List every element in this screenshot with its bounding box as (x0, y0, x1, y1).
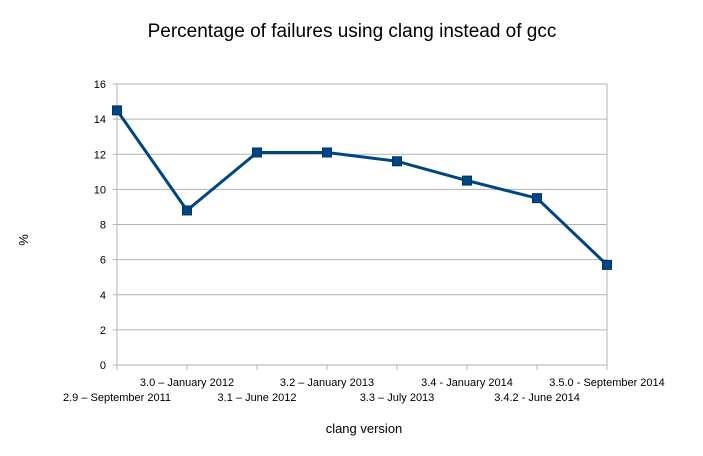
x-tick-labels: 2.9 – September 2011 3.0 – January 2012 3.… (63, 377, 665, 404)
y-tick-label: 4 (100, 290, 106, 302)
x-tick-label: 3.4.2 - June 2014 (494, 392, 580, 404)
data-point-marker (532, 193, 542, 204)
x-tick-label: 3.1 – June 2012 (218, 392, 297, 404)
x-tick-label: 3.5.0 - September 2014 (549, 377, 665, 389)
grid-lines (117, 83, 607, 366)
data-point-marker (252, 147, 262, 158)
data-point-marker (602, 259, 612, 270)
chart-title: Percentage of failures using clang inste… (148, 21, 557, 42)
y-tick-labels: 0 2 4 6 8 10 12 14 16 (94, 79, 106, 372)
x-axis-label: clang version (326, 421, 403, 436)
axes (113, 83, 608, 370)
series-line (115, 109, 609, 266)
data-point-marker (182, 205, 192, 216)
data-point-marker (392, 156, 402, 167)
data-point-marker (462, 175, 472, 186)
y-tick-label: 8 (100, 220, 106, 232)
y-tick-label: 0 (100, 360, 106, 372)
x-tick-label: 2.9 – September 2011 (63, 392, 171, 404)
y-tick-label: 16 (94, 79, 106, 91)
data-series (112, 105, 612, 270)
x-tick-label: 3.4 - January 2014 (421, 377, 513, 389)
data-point-marker (112, 105, 122, 116)
x-tick-label: 3.3 – July 2013 (360, 392, 435, 404)
y-tick-label: 14 (94, 114, 106, 126)
data-point-marker (322, 147, 332, 158)
y-tick-label: 2 (100, 325, 106, 337)
y-tick-label: 6 (100, 255, 106, 267)
y-tick-label: 10 (94, 184, 106, 196)
y-axis-label: % (16, 234, 31, 246)
y-tick-label: 12 (94, 149, 106, 161)
x-tick-label: 3.0 – January 2012 (140, 377, 234, 389)
x-tick-label: 3.2 – January 2013 (280, 377, 374, 389)
